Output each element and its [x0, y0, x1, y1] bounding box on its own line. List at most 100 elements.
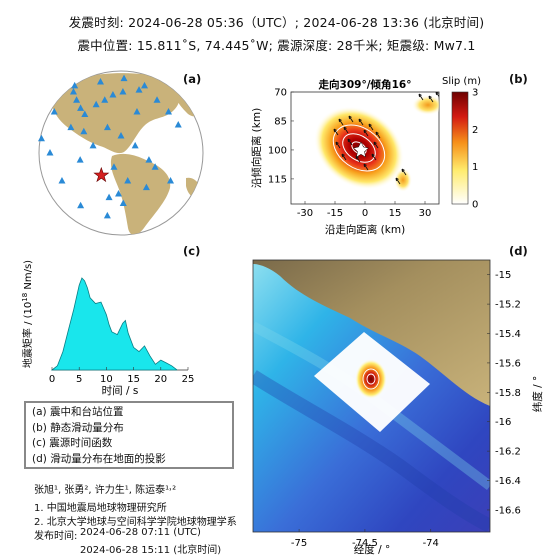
epicenter-star-icon — [93, 166, 110, 183]
station-triangle-icon — [67, 123, 75, 131]
slip-vector-arrow — [363, 163, 369, 171]
slip-y-tick: 115 — [268, 174, 287, 185]
map-y-tick: -16.6 — [495, 505, 521, 516]
station-triangle-icon — [151, 163, 159, 170]
slip-x-tick: -30 — [297, 208, 313, 219]
panel-label-c: (c) — [183, 244, 201, 258]
location-line: 震中位置: 15.811˚S, 74.445˚W; 震源深度: 28千米; 矩震… — [77, 38, 476, 53]
legend-box: (a) 震中和台站位置 (b) 静态滑动量分布 (c) 震源时间函数 (d) 滑… — [24, 401, 234, 469]
authors: 张旭¹, 张勇², 许力生¹, 陈运泰¹˒² — [34, 485, 177, 496]
slip-vector-arrow — [368, 123, 374, 131]
station-triangle-icon — [50, 108, 58, 115]
map-y-tick: -16.2 — [495, 447, 521, 458]
map-y-tick: -15.2 — [495, 300, 521, 311]
stf-area — [50, 277, 178, 371]
station-triangle-icon — [119, 88, 127, 95]
slip-vector-arrow — [335, 141, 341, 149]
colorbar-tick: 0 — [472, 200, 478, 211]
slip-x-ticks: -30 -15 0 15 30 — [297, 201, 432, 219]
slip-colorbar — [451, 91, 469, 205]
epicenter-star — [93, 166, 110, 183]
slip-title-text: °/倾角 — [361, 78, 391, 91]
legend-item-d: (d) 滑动量分布在地面的投影 — [32, 452, 166, 465]
station-triangle-icon — [77, 104, 85, 111]
station-triangle-icon — [101, 96, 109, 103]
map-x-tick: -74.5 — [352, 538, 378, 549]
slip-vector-arrow — [338, 118, 344, 126]
slip-vector-arrow — [418, 93, 424, 101]
station-triangle-icon — [58, 177, 66, 184]
station-triangle-icon — [69, 88, 77, 95]
slip-y-tick: 85 — [274, 116, 287, 127]
station-triangle-icon — [77, 201, 85, 209]
stf-x-label: 时间 / s — [102, 384, 139, 397]
map-y-tick: -15.8 — [495, 388, 521, 399]
map-y-tick: -15 — [495, 270, 511, 281]
station-triangle-icon — [174, 120, 182, 128]
dip-value: 16 — [392, 79, 407, 91]
slip-vector-arrow — [373, 141, 379, 149]
station-triangle-icon — [131, 141, 139, 149]
slip-x-tick: 0 — [362, 208, 368, 219]
slip-projection-patch — [314, 332, 430, 432]
station-triangle-icon — [71, 81, 79, 89]
slip-x-tick: 30 — [419, 208, 432, 219]
station-triangle-icon — [46, 149, 54, 156]
slip-vector-arrow — [343, 126, 349, 134]
slip-x-label: 沿走向距离 (km) — [325, 223, 405, 236]
affiliation-1: 1. 中国地震局地球物理研究所 — [34, 503, 167, 514]
slip-x-tick: 15 — [389, 208, 402, 219]
station-triangle-icon — [103, 211, 111, 219]
station-triangle-icon — [135, 86, 143, 93]
slip-projection-map: -15 -15.2 -15.4 -15.6 -15.8 -16 -16.2 -16.4 -16.… — [252, 259, 544, 556]
station-triangle-icon — [73, 96, 81, 103]
slip-patches — [314, 92, 439, 192]
slip-title: 走向309°/倾角16° — [318, 78, 412, 91]
station-triangle-icon — [165, 108, 173, 115]
origin-time-line: 发震时刻: 2024-06-28 05:36（UTC）; 2024-06-28 … — [68, 15, 485, 30]
panel-label-a: (a) — [183, 72, 202, 86]
stf-x-tick: 25 — [182, 374, 195, 385]
stf-x-tick: 20 — [154, 374, 167, 385]
station-triangle-icon — [80, 127, 88, 135]
slip-y-ticks: 70 85 100 115 — [268, 88, 294, 185]
slip-vector-arrow — [363, 129, 369, 137]
slip-vector-arrow — [341, 153, 347, 161]
map-y-ticks: -15 -15.2 -15.4 -15.6 -15.8 -16 -16.2 -16.4 -16.… — [487, 270, 521, 516]
station-triangle-icon — [142, 183, 150, 191]
station-triangle-icon — [109, 91, 117, 98]
slip-x-tick: -15 — [327, 208, 343, 219]
station-triangle-icon — [145, 156, 153, 163]
station-triangle-icon — [117, 131, 125, 139]
station-triangle-icon — [120, 74, 128, 82]
station-triangle-icon — [115, 190, 123, 197]
stf-x-ticks: 0 5 10 15 20 25 — [49, 367, 195, 385]
slip-vector-arrow — [428, 95, 434, 103]
station-triangle-icon — [81, 110, 89, 118]
map-x-tick: -74 — [423, 538, 439, 549]
map-y-tick: -16.4 — [495, 476, 521, 487]
slip-vector-arrow — [401, 168, 407, 176]
source-time-function-chart: 0 5 10 15 20 25 时间 / s 地震矩率 / (1018 Nm/s) — [21, 260, 195, 397]
slip-colorbar-ticks: 0 1 2 3 — [472, 88, 478, 211]
colorbar-tick: 3 — [472, 88, 478, 99]
colorbar-tick: 2 — [472, 125, 478, 136]
legend-item-a: (a) 震中和台站位置 — [32, 406, 124, 418]
station-triangle-icon — [124, 177, 132, 184]
map-y-tick: -16 — [495, 417, 511, 428]
publish-label: 发布时间: — [34, 531, 78, 542]
station-triangle-icon — [119, 199, 127, 206]
slip-vector-arrow — [375, 131, 381, 139]
slip-y-tick: 100 — [268, 145, 287, 156]
stf-x-tick: 5 — [76, 374, 82, 385]
map-x-label: 经度 / ° — [354, 543, 390, 556]
station-triangle-icon — [97, 77, 104, 85]
station-triangle-icon — [133, 108, 141, 115]
publish-time-utc: 2024-06-28 07:11 (UTC) — [80, 527, 201, 538]
legend-item-b: (b) 静态滑动量分布 — [32, 421, 124, 434]
station-triangle-icon — [153, 96, 161, 103]
slip-title-text: 走向 — [318, 78, 340, 91]
land-area — [253, 260, 490, 406]
stf-x-tick: 10 — [100, 374, 113, 385]
slip-colorbar-label: Slip (m) — [442, 76, 481, 87]
